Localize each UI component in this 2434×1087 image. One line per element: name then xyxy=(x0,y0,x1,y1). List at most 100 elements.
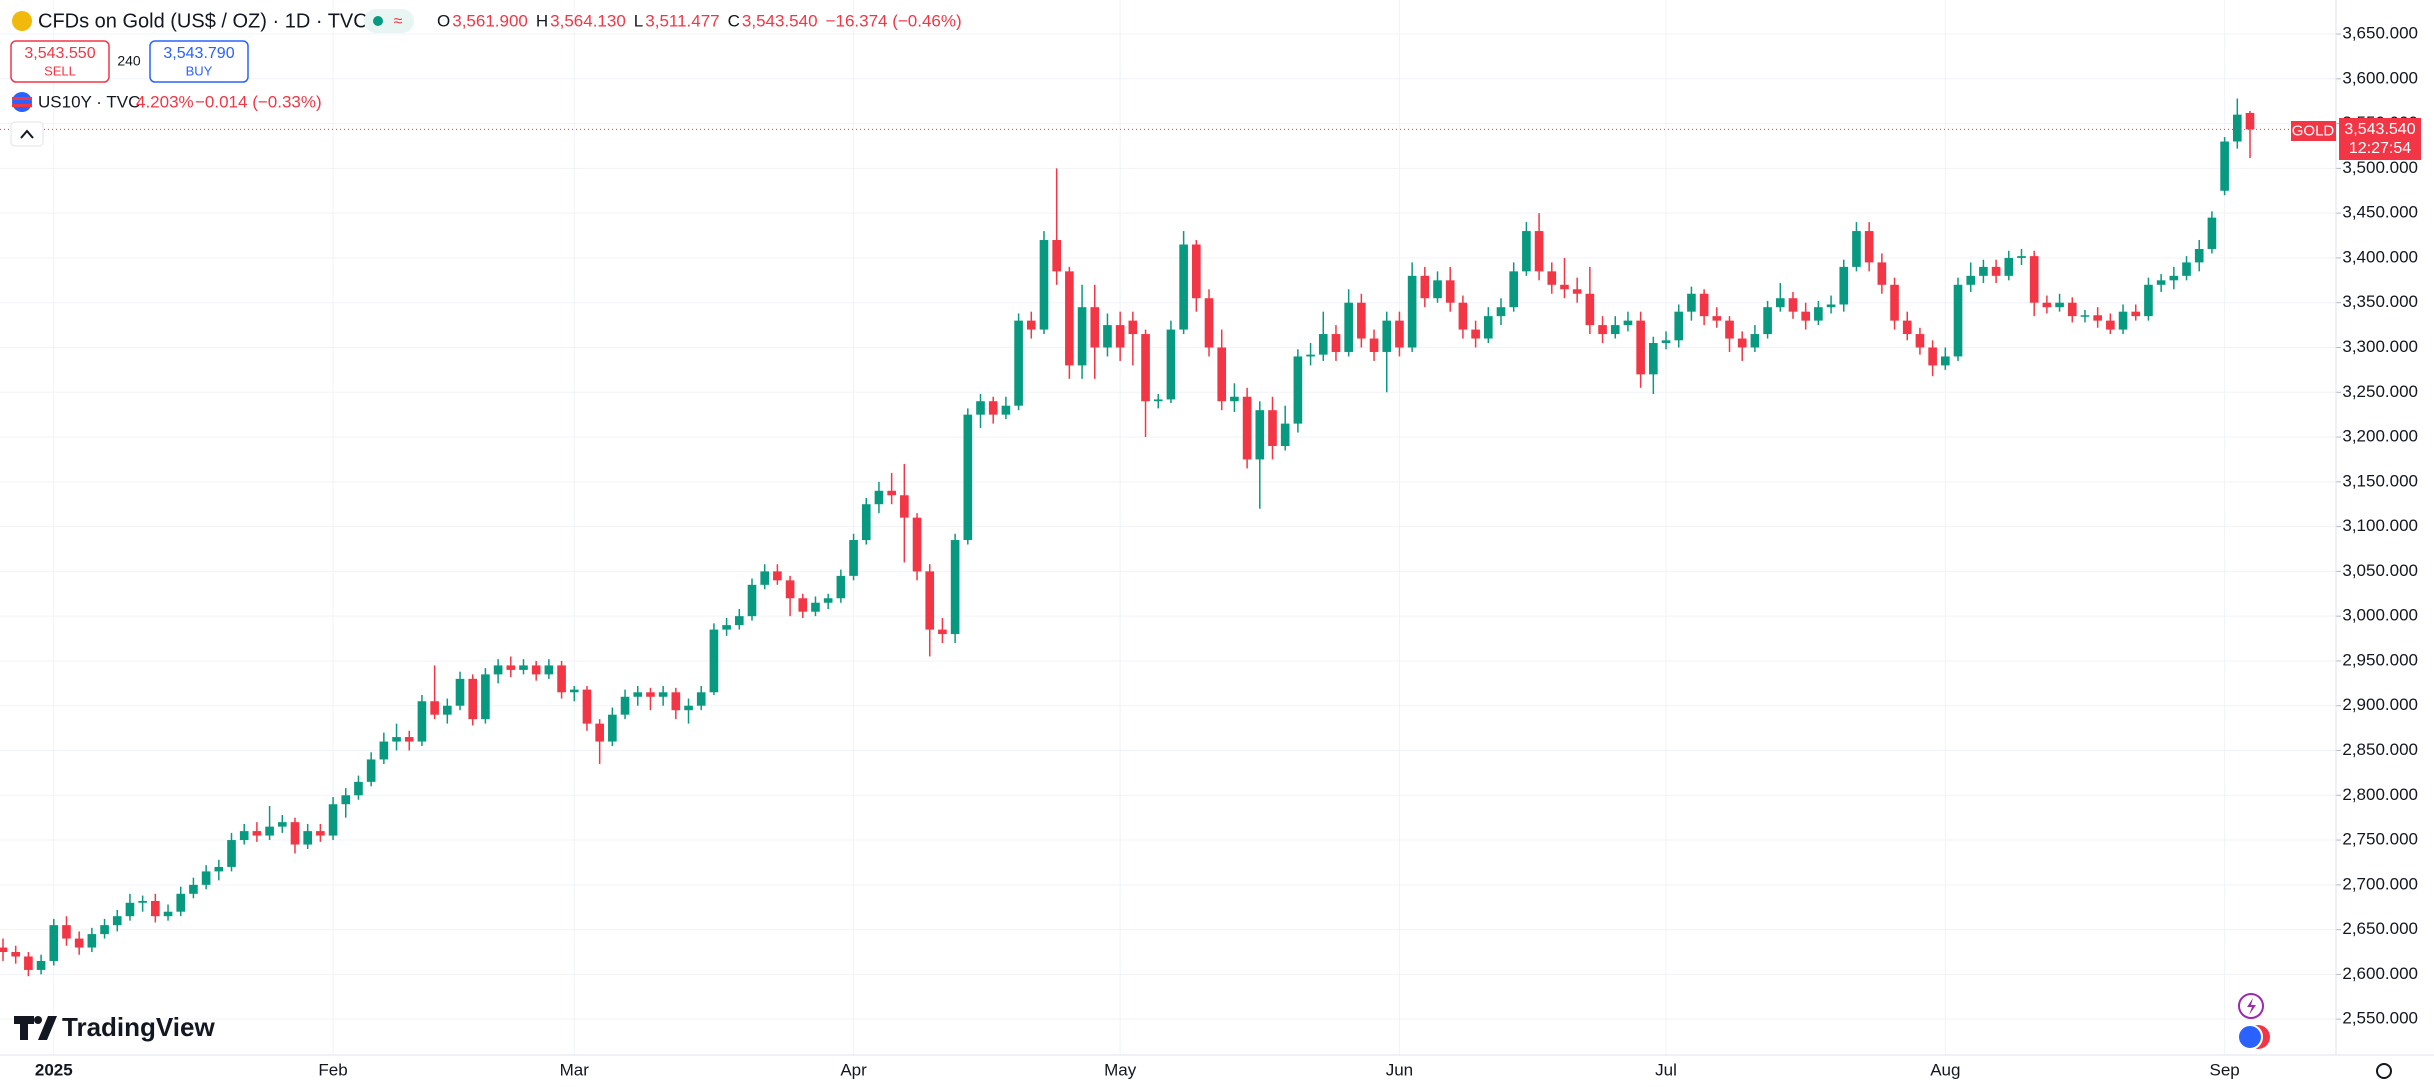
sell-label: SELL xyxy=(44,63,76,78)
ohlc-value: 3,564.130 xyxy=(550,11,626,30)
y-tick-label: 3,450.000 xyxy=(2342,203,2418,222)
y-tick-label: 3,500.000 xyxy=(2342,158,2418,177)
econ-icon[interactable] xyxy=(2237,1024,2263,1050)
candle-body xyxy=(582,689,592,724)
candle-body xyxy=(1382,320,1392,352)
overlay-symbol[interactable]: US10Y · TVC xyxy=(38,92,140,111)
candle-body xyxy=(569,689,579,693)
candle-body xyxy=(1293,356,1303,424)
candle-body xyxy=(443,705,452,715)
candle-body xyxy=(11,952,21,957)
candle-body xyxy=(2220,141,2229,191)
candle-body xyxy=(1775,298,1785,308)
candle-body xyxy=(874,490,884,505)
candle-body xyxy=(252,831,262,836)
brand[interactable]: TradingView xyxy=(62,1012,215,1042)
candle-body xyxy=(316,831,325,836)
candle-body xyxy=(1001,405,1011,415)
sell-price: 3,543.550 xyxy=(24,45,95,62)
candle-body xyxy=(2144,284,2153,317)
ohlc-row: O 3,561.900 H 3,564.130 L 3,511.477 C 3,543.540… xyxy=(437,11,962,30)
candle-body xyxy=(887,490,896,496)
candle-body xyxy=(900,495,909,518)
candle-body xyxy=(734,616,744,626)
candle-body xyxy=(1610,325,1620,335)
candle-body xyxy=(1699,293,1709,317)
candle-body xyxy=(1725,320,1734,339)
settings-icon[interactable] xyxy=(2376,1063,2392,1079)
candle-body xyxy=(1166,329,1176,400)
candle-body xyxy=(1522,231,1531,272)
candle-body xyxy=(1941,356,1950,366)
candle-body xyxy=(823,598,833,603)
y-tick-label: 3,200.000 xyxy=(2342,427,2418,446)
candle-body xyxy=(189,884,198,894)
overlay-change: −0.014 (−0.33%) xyxy=(195,92,322,111)
candle-body xyxy=(74,938,84,948)
candle-body xyxy=(519,665,528,670)
status-pill[interactable] xyxy=(364,9,414,33)
candles xyxy=(0,98,2336,977)
buy-button[interactable] xyxy=(149,40,249,83)
last-name: GOLD xyxy=(2292,122,2335,139)
candle-body xyxy=(1864,231,1874,263)
candle-body xyxy=(1979,266,1988,276)
candle-body xyxy=(531,665,541,675)
candle-body xyxy=(557,665,566,693)
candle-body xyxy=(1471,329,1480,339)
ohlc-key: O xyxy=(437,11,450,30)
candle-body xyxy=(912,517,922,572)
candle-body xyxy=(836,575,846,599)
candle-body xyxy=(1534,231,1544,272)
quantity[interactable]: 240 xyxy=(117,53,141,69)
candle-body xyxy=(1623,320,1633,326)
candle-body xyxy=(1318,334,1328,355)
candle-body xyxy=(1826,304,1836,308)
candle-body xyxy=(277,822,287,827)
collapse-icon xyxy=(20,129,34,139)
x-tick-label: 2025 xyxy=(35,1060,73,1079)
candle-body xyxy=(2118,311,2128,330)
candle-body xyxy=(2106,320,2115,330)
candle-body xyxy=(1801,311,1810,321)
candle-body xyxy=(1953,284,1963,357)
symbol-icon xyxy=(12,11,32,31)
candle-body xyxy=(1915,334,1925,348)
candle-body xyxy=(2194,248,2204,263)
candle-body xyxy=(1039,240,1049,330)
candle-body xyxy=(138,900,147,903)
candle-body xyxy=(1560,284,1569,290)
candle-body xyxy=(773,571,782,581)
candle-body xyxy=(493,665,503,675)
candle-body xyxy=(24,956,33,970)
candle-body xyxy=(430,701,439,715)
candle-body xyxy=(354,781,363,796)
candle-body xyxy=(1268,410,1277,447)
candle-body xyxy=(1737,338,1747,348)
candle-body xyxy=(1306,354,1315,357)
candle-body xyxy=(646,692,655,697)
sell-button[interactable] xyxy=(10,40,110,83)
candle-body xyxy=(2004,257,2014,276)
candle-body xyxy=(620,696,630,715)
candle-body xyxy=(1814,307,1823,321)
candle-body xyxy=(2042,302,2052,308)
candle-body xyxy=(1966,275,1976,285)
candle-body xyxy=(1230,396,1239,402)
overlay-value: 4.203% xyxy=(136,92,194,111)
y-tick-label: 3,400.000 xyxy=(2342,247,2418,266)
candle-body xyxy=(227,840,236,867)
symbol-title[interactable]: CFDs on Gold (US$ / OZ) · 1D · TVC xyxy=(38,10,368,32)
candle-body xyxy=(608,714,617,742)
candle-body xyxy=(1204,298,1214,348)
candle-body xyxy=(1407,275,1417,348)
candle-body xyxy=(49,925,59,961)
candle-body xyxy=(1192,244,1201,299)
candle-body xyxy=(2080,315,2090,317)
collapse-button[interactable] xyxy=(10,121,44,147)
y-tick-label: 3,050.000 xyxy=(2342,561,2418,580)
candle-body xyxy=(1750,334,1760,348)
candle-body xyxy=(696,692,706,706)
candle-body xyxy=(2169,275,2179,281)
candle-body xyxy=(2067,302,2077,317)
